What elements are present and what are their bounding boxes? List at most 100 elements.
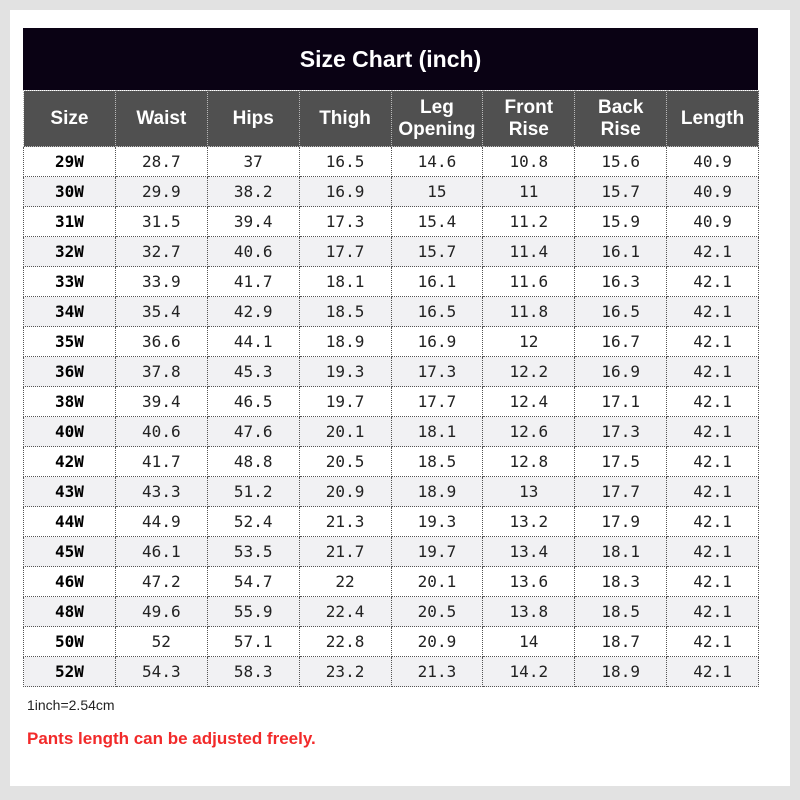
column-header: Length: [666, 90, 759, 147]
column-header: Size: [23, 90, 116, 147]
measurement-cell: 42.1: [666, 326, 759, 357]
size-cell: 30W: [23, 176, 116, 207]
measurement-cell: 39.4: [206, 206, 300, 237]
size-cell: 43W: [23, 476, 116, 507]
measurement-cell: 14.2: [482, 656, 576, 687]
table-row: 31W 31.5 39.4 17.3 15.4 11.2 15.9 40.9: [23, 206, 759, 237]
measurement-cell: 40.9: [666, 206, 759, 237]
measurement-cell: 13.2: [482, 506, 576, 537]
measurement-cell: 20.5: [390, 596, 484, 627]
column-header: Thigh: [298, 90, 392, 147]
measurement-cell: 16.1: [574, 236, 668, 267]
table-row: 34W 35.4 42.9 18.5 16.5 11.8 16.5 42.1: [23, 296, 759, 327]
measurement-cell: 58.3: [206, 656, 300, 687]
measurement-cell: 20.9: [390, 626, 484, 657]
measurement-cell: 51.2: [206, 476, 300, 507]
measurement-cell: 38.2: [206, 176, 300, 207]
size-table: Size Waist Hips Thigh Leg Opening Front Rise Bac…: [23, 90, 759, 687]
measurement-cell: 15.4: [390, 206, 484, 237]
measurement-cell: 12.6: [482, 416, 576, 447]
measurement-cell: 42.1: [666, 386, 759, 417]
measurement-cell: 15.6: [574, 146, 668, 177]
table-row: 48W 49.6 55.9 22.4 20.5 13.8 18.5 42.1: [23, 596, 759, 627]
measurement-cell: 15: [390, 176, 484, 207]
size-cell: 31W: [23, 206, 116, 237]
measurement-cell: 29.9: [114, 176, 208, 207]
measurement-cell: 44.9: [114, 506, 208, 537]
measurement-cell: 42.1: [666, 536, 759, 567]
measurement-cell: 16.5: [298, 146, 392, 177]
measurement-cell: 42.9: [206, 296, 300, 327]
size-cell: 50W: [23, 626, 116, 657]
measurement-cell: 13: [482, 476, 576, 507]
measurement-cell: 42.1: [666, 356, 759, 387]
size-cell: 42W: [23, 446, 116, 477]
measurement-cell: 16.9: [390, 326, 484, 357]
measurement-cell: 21.3: [390, 656, 484, 687]
size-cell: 35W: [23, 326, 116, 357]
measurement-cell: 44.1: [206, 326, 300, 357]
measurement-cell: 16.1: [390, 266, 484, 297]
conversion-note: 1inch=2.54cm: [27, 697, 115, 713]
table-row: 46W 47.2 54.7 22 20.1 13.6 18.3 42.1: [23, 566, 759, 597]
measurement-cell: 16.5: [390, 296, 484, 327]
measurement-cell: 22.8: [298, 626, 392, 657]
measurement-cell: 13.4: [482, 536, 576, 567]
size-cell: 36W: [23, 356, 116, 387]
measurement-cell: 19.3: [298, 356, 392, 387]
table-row: 45W 46.1 53.5 21.7 19.7 13.4 18.1 42.1: [23, 536, 759, 567]
measurement-cell: 13.8: [482, 596, 576, 627]
measurement-cell: 42.1: [666, 236, 759, 267]
size-cell: 32W: [23, 236, 116, 267]
measurement-cell: 12.4: [482, 386, 576, 417]
table-row: 50W 52 57.1 22.8 20.9 14 18.7 42.1: [23, 626, 759, 657]
measurement-cell: 21.3: [298, 506, 392, 537]
measurement-cell: 28.7: [114, 146, 208, 177]
column-header: Back Rise: [574, 90, 668, 147]
measurement-cell: 18.5: [574, 596, 668, 627]
measurement-cell: 53.5: [206, 536, 300, 567]
measurement-cell: 40.9: [666, 146, 759, 177]
column-header: Front Rise: [482, 90, 576, 147]
column-header: Waist: [114, 90, 208, 147]
measurement-cell: 11.4: [482, 236, 576, 267]
measurement-cell: 54.7: [206, 566, 300, 597]
size-cell: 48W: [23, 596, 116, 627]
measurement-cell: 16.5: [574, 296, 668, 327]
table-row: 40W 40.6 47.6 20.1 18.1 12.6 17.3 42.1: [23, 416, 759, 447]
measurement-cell: 41.7: [114, 446, 208, 477]
measurement-cell: 20.9: [298, 476, 392, 507]
measurement-cell: 18.9: [390, 476, 484, 507]
measurement-cell: 13.6: [482, 566, 576, 597]
measurement-cell: 42.1: [666, 656, 759, 687]
measurement-cell: 21.7: [298, 536, 392, 567]
measurement-cell: 15.9: [574, 206, 668, 237]
measurement-cell: 42.1: [666, 266, 759, 297]
measurement-cell: 17.7: [298, 236, 392, 267]
measurement-cell: 18.5: [298, 296, 392, 327]
measurement-cell: 15.7: [390, 236, 484, 267]
size-cell: 45W: [23, 536, 116, 567]
measurement-cell: 37: [206, 146, 300, 177]
size-cell: 44W: [23, 506, 116, 537]
table-row: 29W 28.7 37 16.5 14.6 10.8 15.6 40.9: [23, 146, 759, 177]
table-row: 43W 43.3 51.2 20.9 18.9 13 17.7 42.1: [23, 476, 759, 507]
measurement-cell: 18.5: [390, 446, 484, 477]
measurement-cell: 52: [114, 626, 208, 657]
measurement-cell: 54.3: [114, 656, 208, 687]
measurement-cell: 42.1: [666, 296, 759, 327]
size-cell: 33W: [23, 266, 116, 297]
measurement-cell: 40.6: [206, 236, 300, 267]
measurement-cell: 36.6: [114, 326, 208, 357]
measurement-cell: 18.1: [574, 536, 668, 567]
measurement-cell: 42.1: [666, 416, 759, 447]
measurement-cell: 42.1: [666, 506, 759, 537]
measurement-cell: 11: [482, 176, 576, 207]
measurement-cell: 15.7: [574, 176, 668, 207]
measurement-cell: 49.6: [114, 596, 208, 627]
table-row: 36W 37.8 45.3 19.3 17.3 12.2 16.9 42.1: [23, 356, 759, 387]
size-cell: 29W: [23, 146, 116, 177]
measurement-cell: 10.8: [482, 146, 576, 177]
column-header: Hips: [206, 90, 300, 147]
measurement-cell: 18.9: [298, 326, 392, 357]
